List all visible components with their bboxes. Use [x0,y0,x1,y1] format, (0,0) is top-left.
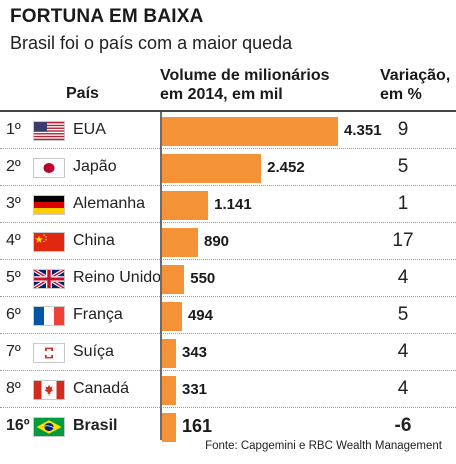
country-label: França [73,306,123,323]
bar [162,302,182,331]
variation-value: 4 [397,267,409,288]
table-row: 5º Reino Unido 550 4 [0,260,456,297]
rank-label: 1º [6,121,21,138]
chart-title: FORTUNA EM BAIXA [10,6,204,27]
bar [162,265,185,294]
bar-value-label: 550 [190,270,216,287]
table-row: 1º EUA 4.351 9 [0,112,456,149]
country-column-header: País [66,85,99,102]
header-rule [0,110,456,112]
volume-header-line-2: em 2014, em mil [160,86,283,103]
country-label: Canadá [73,380,130,397]
table-row: 2º Japão 2.452 5 [0,149,456,186]
bar-value-label: 161 [182,416,213,436]
table-row: 3º Alemanha 1.141 1 [0,186,456,223]
row-separator [0,332,456,334]
flag-usa-icon [33,121,65,141]
row-separator [0,295,456,297]
country-label: Brasil [73,417,118,434]
table-row: 4º China 890 17 [0,223,456,260]
row-separator [0,258,456,260]
table-row: 16º Brasil 161 -6 [0,408,456,445]
country-label: Reino Unido [73,269,162,286]
flag-france-icon [33,306,65,326]
bar [162,117,338,146]
row-separator [0,147,456,149]
variation-value: 1 [397,193,409,214]
bar-value-label: 331 [182,381,208,398]
bar [162,228,198,257]
variation-column-header: Variação, em % [380,66,456,104]
bar [162,376,176,405]
country-label: Alemanha [73,195,146,212]
variation-value: -6 [394,415,412,436]
rank-label: 3º [6,195,21,212]
country-label: EUA [73,121,106,138]
variation-value: 4 [397,341,409,362]
country-label: Japão [73,158,117,175]
volume-column-header: Volume de milionários em 2014, em mil [160,66,360,104]
bar [162,191,209,220]
bar-value-label: 2.452 [267,159,305,176]
flag-brazil-icon [33,417,65,437]
country-label: China [73,232,115,249]
rank-label: 5º [6,269,21,286]
bar-value-label: 343 [182,344,208,361]
bar [162,413,176,442]
variation-header-line-1: Variação, [380,67,451,84]
table-row: 7º Suíça 343 4 [0,334,456,371]
country-label: Suíça [73,343,114,360]
source-note: Fonte: Capgemini e RBC Wealth Management [205,440,442,452]
variation-value: 17 [392,230,414,251]
flag-japan-icon [33,158,65,178]
bar-value-label: 4.351 [344,122,382,139]
bar-axis-line [160,112,162,440]
table-row: 8º Canadá 331 4 [0,371,456,408]
row-separator [0,184,456,186]
variation-value: 9 [397,119,409,140]
rank-label: 16º [6,417,30,434]
bar [162,154,262,183]
bar [162,339,176,368]
variation-value: 5 [397,156,409,177]
row-separator [0,406,456,408]
rank-label: 8º [6,380,21,397]
variation-value: 4 [397,378,409,399]
row-separator [0,221,456,223]
bar-value-label: 1.141 [214,196,252,213]
row-separator [0,369,456,371]
bar-value-label: 494 [187,307,213,324]
table-row: 6º França 494 5 [0,297,456,334]
flag-canada-icon [33,380,65,400]
rank-label: 4º [6,232,21,249]
variation-value: 5 [397,304,409,325]
flag-germany-icon [33,195,65,215]
flag-china-icon [33,232,65,252]
variation-header-line-2: em % [380,86,422,103]
flag-uk-icon [33,269,65,289]
rank-label: 6º [6,306,21,323]
volume-header-line-1: Volume de milionários [160,67,330,84]
bar-value-label: 890 [204,233,230,250]
chart-subtitle: Brasil foi o país com a maior queda [10,33,293,53]
rank-label: 7º [6,343,21,360]
flag-switzerland-icon [33,343,65,363]
rank-label: 2º [6,158,21,175]
